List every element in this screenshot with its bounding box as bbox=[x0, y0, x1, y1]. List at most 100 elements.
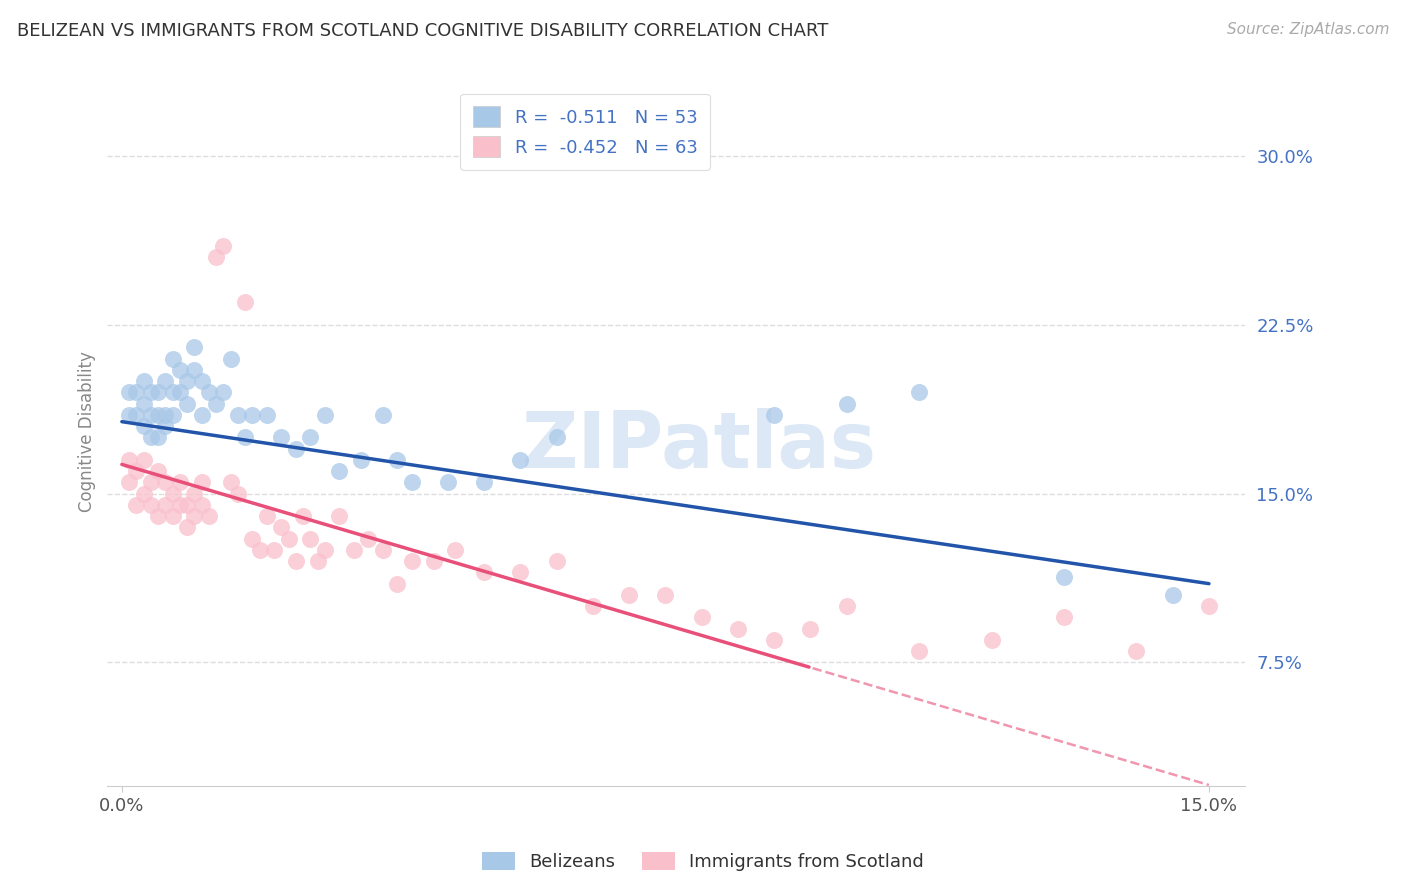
Point bbox=[162, 385, 184, 400]
Point bbox=[205, 251, 228, 265]
Point bbox=[176, 374, 198, 388]
Point bbox=[169, 498, 191, 512]
Point bbox=[371, 408, 394, 422]
Point bbox=[240, 532, 263, 546]
Point bbox=[249, 542, 271, 557]
Point bbox=[139, 475, 162, 490]
Point bbox=[212, 385, 235, 400]
Point bbox=[132, 486, 155, 500]
Point bbox=[118, 385, 141, 400]
Point bbox=[401, 475, 423, 490]
Point bbox=[582, 599, 605, 614]
Point bbox=[422, 554, 444, 568]
Point bbox=[1053, 570, 1076, 584]
Point bbox=[146, 430, 169, 444]
Point bbox=[212, 239, 235, 253]
Point bbox=[546, 554, 568, 568]
Point bbox=[277, 532, 299, 546]
Point bbox=[980, 632, 1002, 647]
Point bbox=[139, 385, 162, 400]
Point bbox=[190, 408, 212, 422]
Point bbox=[727, 622, 749, 636]
Point bbox=[139, 430, 162, 444]
Point bbox=[146, 464, 169, 478]
Point bbox=[1161, 588, 1184, 602]
Point bbox=[183, 340, 205, 354]
Legend: Belizeans, Immigrants from Scotland: Belizeans, Immigrants from Scotland bbox=[475, 845, 931, 879]
Point bbox=[176, 498, 198, 512]
Point bbox=[835, 397, 858, 411]
Point bbox=[908, 644, 931, 658]
Text: BELIZEAN VS IMMIGRANTS FROM SCOTLAND COGNITIVE DISABILITY CORRELATION CHART: BELIZEAN VS IMMIGRANTS FROM SCOTLAND COG… bbox=[17, 22, 828, 40]
Point bbox=[139, 408, 162, 422]
Point bbox=[155, 408, 177, 422]
Point bbox=[162, 509, 184, 524]
Text: Source: ZipAtlas.com: Source: ZipAtlas.com bbox=[1226, 22, 1389, 37]
Point bbox=[169, 363, 191, 377]
Point bbox=[219, 351, 242, 366]
Point bbox=[118, 475, 141, 490]
Point bbox=[270, 520, 292, 534]
Point bbox=[169, 385, 191, 400]
Point bbox=[437, 475, 460, 490]
Point bbox=[617, 588, 640, 602]
Point bbox=[125, 408, 148, 422]
Point bbox=[314, 542, 336, 557]
Point bbox=[1053, 610, 1076, 624]
Point bbox=[155, 475, 177, 490]
Point bbox=[256, 509, 278, 524]
Point bbox=[190, 498, 212, 512]
Point bbox=[908, 385, 931, 400]
Point bbox=[509, 453, 531, 467]
Point bbox=[162, 351, 184, 366]
Point bbox=[314, 408, 336, 422]
Point bbox=[546, 430, 568, 444]
Point bbox=[472, 475, 495, 490]
Point bbox=[350, 453, 373, 467]
Point bbox=[198, 385, 221, 400]
Point bbox=[205, 397, 228, 411]
Point bbox=[183, 486, 205, 500]
Point bbox=[155, 498, 177, 512]
Point bbox=[132, 453, 155, 467]
Point bbox=[183, 509, 205, 524]
Point bbox=[284, 554, 307, 568]
Point bbox=[763, 632, 786, 647]
Text: ZIPatlas: ZIPatlas bbox=[522, 408, 876, 484]
Point bbox=[799, 622, 821, 636]
Point bbox=[240, 408, 263, 422]
Point bbox=[343, 542, 366, 557]
Point bbox=[125, 498, 148, 512]
Point bbox=[125, 385, 148, 400]
Point bbox=[835, 599, 858, 614]
Point bbox=[198, 509, 221, 524]
Point bbox=[328, 464, 350, 478]
Point bbox=[146, 385, 169, 400]
Point bbox=[118, 408, 141, 422]
Point bbox=[226, 486, 249, 500]
Point bbox=[387, 576, 409, 591]
Point bbox=[263, 542, 285, 557]
Point bbox=[371, 542, 394, 557]
Point bbox=[654, 588, 676, 602]
Point bbox=[1125, 644, 1147, 658]
Point bbox=[307, 554, 329, 568]
Point bbox=[233, 295, 256, 310]
Point bbox=[176, 397, 198, 411]
Point bbox=[690, 610, 713, 624]
Point bbox=[162, 486, 184, 500]
Point bbox=[763, 408, 786, 422]
Point bbox=[190, 374, 212, 388]
Point bbox=[284, 442, 307, 456]
Point bbox=[387, 453, 409, 467]
Point bbox=[190, 475, 212, 490]
Point bbox=[125, 464, 148, 478]
Point bbox=[444, 542, 467, 557]
Point bbox=[292, 509, 315, 524]
Point bbox=[176, 520, 198, 534]
Point bbox=[226, 408, 249, 422]
Point bbox=[155, 374, 177, 388]
Point bbox=[118, 453, 141, 467]
Point bbox=[509, 566, 531, 580]
Point bbox=[132, 397, 155, 411]
